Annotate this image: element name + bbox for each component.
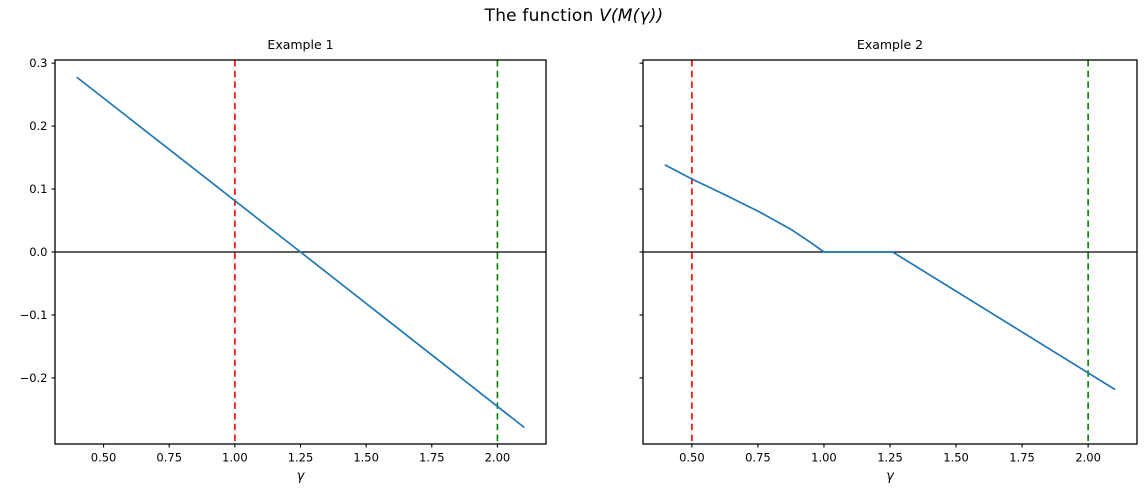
x-tick-label: 0.50 [91,450,117,464]
subplot-2-xlabel-gamma: γ [886,469,894,484]
y-tick-label: −0.2 [20,371,48,385]
x-tick-label: 0.75 [156,450,182,464]
y-tick-label: 0.1 [29,182,47,196]
figure-title-prefix: The function [484,6,600,26]
subplot-1: 0.50 0.75 1.00 1.25 1.50 1.75 2.00 0.3 0.2 0.1 0.0… [20,56,547,464]
y-tick-label: 0.3 [29,56,47,70]
subplot-2: 0.50 0.75 1.00 1.25 1.50 1.75 2.00 [639,59,1138,464]
figure-title-math: V(M(γ)) [599,6,664,26]
curve [664,164,1116,391]
subplot-1-xlabel-gamma: γ [296,469,305,484]
subplot-1-title: Example 1 [267,37,334,52]
x-tick-label: 1.25 [877,450,903,464]
x-tick-label: 1.00 [811,450,837,464]
x-tick-label: 1.00 [222,450,248,464]
x-tick-label: 2.00 [1075,450,1101,464]
x-tick-label: 2.00 [485,450,511,464]
subplot-2-title: Example 2 [856,37,924,52]
x-tick-label: 0.75 [745,450,771,464]
y-tick-label: 0.0 [29,245,47,259]
x-tick-label: 0.50 [679,450,705,464]
x-tick-label: 1.25 [288,450,314,464]
x-tick-label: 1.75 [419,450,445,464]
x-tick-label: 1.50 [943,450,969,464]
curve [76,76,525,428]
x-tick-label: 1.50 [353,450,379,464]
figure-title: The function V(M(γ)) [0,6,1148,26]
y-tick-label: −0.1 [20,308,48,322]
x-tick-label: 1.75 [1009,450,1035,464]
y-tick-label: 0.2 [29,119,47,133]
